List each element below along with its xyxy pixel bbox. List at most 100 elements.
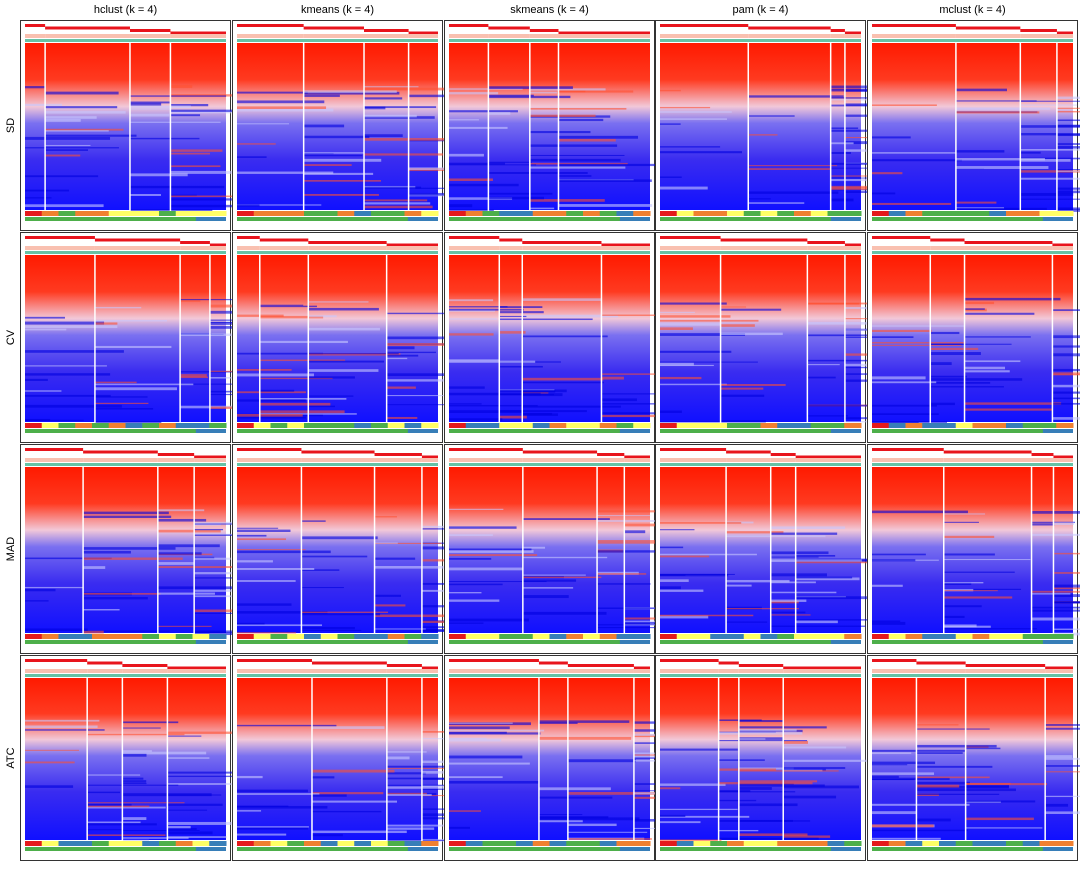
- class-bar: [312, 662, 387, 665]
- heatmap-streak: [25, 197, 52, 198]
- heatmap-streak: [237, 623, 265, 625]
- heatmap-streak: [660, 422, 720, 423]
- bottom-annotation: [287, 211, 304, 216]
- heatmap-streak: [304, 95, 340, 97]
- class-bar: [83, 451, 158, 454]
- heatmap-streak: [364, 202, 430, 204]
- heatmap-streak: [660, 574, 728, 576]
- silhouette-bar: [748, 34, 830, 38]
- silhouette-bar: [523, 458, 597, 462]
- bottom-annotation: [338, 634, 355, 639]
- class-bar: [95, 239, 180, 242]
- heatmap-streak: [771, 614, 811, 615]
- heatmap-streak: [449, 333, 494, 335]
- heatmap-streak: [45, 135, 136, 137]
- heatmap-streak: [558, 136, 638, 139]
- heatmap-streak: [237, 725, 336, 726]
- heatmap-streak: [916, 782, 970, 785]
- heatmap-streak: [95, 320, 167, 322]
- heatmap-streak: [1045, 755, 1072, 758]
- heatmap-panel: [445, 21, 659, 231]
- bottom-annotation: [677, 841, 694, 846]
- heatmap-streak: [660, 312, 695, 313]
- class-bar: [771, 453, 796, 456]
- heatmap-streak: [87, 802, 184, 803]
- bottom-annotation: [694, 634, 711, 639]
- heatmap-streak: [304, 164, 352, 166]
- class-bar: [872, 24, 956, 27]
- heatmap-streak: [95, 387, 177, 390]
- silhouette-bar: [1020, 34, 1057, 38]
- heatmap-streak: [375, 604, 406, 606]
- silhouette-bar: [597, 458, 624, 462]
- heatmap-streak: [965, 367, 1005, 370]
- silhouette-bar: [660, 34, 748, 38]
- class-bar: [831, 29, 845, 32]
- heatmap-streak: [122, 721, 178, 723]
- heatmap-streak: [523, 595, 569, 598]
- heatmap-streak: [872, 203, 951, 205]
- class-bar: [872, 236, 930, 239]
- silhouette-bar: [95, 246, 180, 250]
- heatmap-streak: [660, 749, 738, 751]
- silhouette-bar: [522, 246, 601, 250]
- bottom-annotation: [906, 634, 923, 639]
- heatmap-streak: [1057, 120, 1080, 122]
- heatmap-streak: [25, 761, 75, 763]
- heatmap-streak: [1032, 593, 1071, 594]
- bottom-annotation: [872, 211, 889, 216]
- heatmap-streak: [1053, 553, 1080, 554]
- bottom-annotation: [956, 841, 973, 846]
- bottom-annotation: [354, 211, 371, 216]
- heatmap-streak: [748, 191, 838, 193]
- bottom-annotation: [254, 634, 271, 639]
- bottom-annotation: [1006, 423, 1023, 428]
- heatmap-streak: [130, 101, 170, 103]
- class-bar: [45, 27, 130, 30]
- heatmap-streak: [872, 779, 915, 780]
- heatmap-streak: [95, 408, 153, 410]
- annotation-bar: [660, 463, 861, 466]
- heatmap-streak: [944, 522, 979, 523]
- heatmap-streak: [956, 166, 1049, 169]
- silhouette-bar: [308, 246, 386, 250]
- heatmap-streak: [748, 95, 843, 97]
- heatmap-streak: [25, 395, 111, 397]
- heatmap-streak: [1052, 392, 1080, 394]
- heatmap-streak: [748, 202, 804, 204]
- heatmap-streak: [95, 403, 149, 404]
- heatmap-streak: [237, 528, 278, 529]
- bottom-annotation: [405, 211, 422, 216]
- annotation-bar: [872, 251, 1073, 254]
- heatmap-streak: [783, 741, 808, 744]
- annotation-bar: [25, 251, 226, 254]
- heatmap-streak: [660, 554, 757, 556]
- heatmap-streak: [260, 305, 303, 306]
- bottom-annotation: [209, 634, 226, 639]
- bottom-annotation: [831, 217, 861, 221]
- heatmap-streak: [237, 414, 303, 417]
- bottom-annotation: [973, 211, 990, 216]
- heatmap-streak: [312, 776, 334, 778]
- heatmap-streak: [170, 165, 220, 167]
- heatmap-streak: [660, 615, 753, 617]
- annotation-bar: [25, 39, 226, 42]
- heatmap-streak: [449, 405, 538, 406]
- heatmap-streak: [237, 580, 296, 582]
- heatmap-streak: [237, 560, 273, 562]
- class-bar: [304, 27, 364, 30]
- annotation-bar: [872, 39, 1073, 42]
- heatmap-streak: [872, 336, 913, 338]
- heatmap-streak: [449, 154, 484, 157]
- heatmap-streak: [25, 589, 56, 591]
- heatmap-streak: [449, 309, 524, 311]
- silhouette-bar: [422, 458, 438, 462]
- heatmap-streak: [660, 187, 708, 190]
- heatmap-streak: [237, 603, 292, 605]
- heatmap-streak: [170, 205, 238, 207]
- heatmap-streak: [660, 107, 710, 108]
- heatmap-streak: [1053, 629, 1080, 630]
- heatmap-streak: [122, 778, 143, 780]
- heatmap-streak: [449, 619, 529, 622]
- heatmap-streak: [375, 595, 401, 597]
